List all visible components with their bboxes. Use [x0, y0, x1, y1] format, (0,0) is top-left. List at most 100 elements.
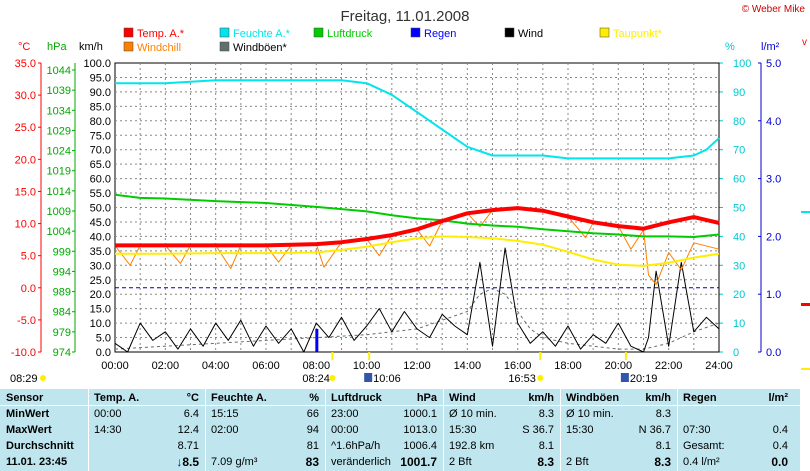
edge-indicator-temp: [801, 303, 810, 306]
chart-legend: Temp. A.* Feuchte A.* Luftdruck Regen Wind Ta…: [123, 27, 663, 54]
pressure-tick-label: 1024: [47, 146, 71, 158]
x-tick-label: 10:00: [353, 360, 381, 372]
temp-tick-label: 20.0: [15, 154, 36, 166]
stats-cell-wind-label: Ø 10 min.: [449, 408, 497, 420]
temp-tick-label: 5.0: [21, 251, 36, 263]
sun-icon: [329, 375, 336, 381]
stats-cell-pressure-value: 1013.0: [403, 424, 437, 436]
stats-cell-rain-value: 0.0: [771, 455, 788, 469]
wind-tick-label: 5.0: [96, 333, 111, 345]
series-line-windb-en: [114, 287, 720, 350]
stats-label-column: Sensor MinWert MaxWert Durchschnitt 11.0…: [0, 389, 88, 471]
moon-icon: [620, 373, 629, 382]
pressure-tick-label: 1014: [47, 186, 71, 198]
x-tick-label: 00:00: [101, 360, 129, 372]
stats-cell-pressure-value: 1001.7: [400, 455, 437, 469]
stats-cell-rain-label: 07:30: [683, 424, 711, 436]
stats-cell-humidity-value: 83: [305, 455, 319, 469]
stats-label-avg: Durchschnitt: [6, 440, 74, 452]
humidity-tick-label: 20: [733, 289, 745, 301]
rain-tick-label: 1.0: [766, 289, 781, 301]
humidity-tick-label: 80: [733, 116, 745, 128]
stats-cell-pressure-value: 1000.1: [403, 408, 437, 420]
chart-grid: [114, 62, 720, 353]
stats-header-wind: Wind: [449, 392, 476, 404]
humidity-tick-label: 10: [733, 318, 745, 330]
x-tick-label: 18:00: [554, 360, 582, 372]
legend-label: Regen: [424, 28, 456, 40]
copyright-label: © Weber Mike: [742, 4, 806, 15]
x-tick-label: 20:00: [605, 360, 633, 372]
legend-swatch: [219, 41, 230, 52]
stats-cell-temp-value: 8.71: [177, 440, 199, 452]
temp-tick-label: 35.0: [15, 58, 36, 70]
humidity-tick-label: 50: [733, 203, 745, 215]
x-tick-label: 16:00: [504, 360, 532, 372]
stats-label-min: MinWert: [6, 408, 50, 420]
stats-cell-rain-label: 0.4 l/m²: [683, 456, 720, 468]
temp-axis-unit: °C: [18, 41, 30, 53]
pressure-tick-label: 1029: [47, 125, 71, 137]
stats-label-max: MaxWert: [6, 424, 52, 436]
edge-indicator-humidity: [801, 211, 810, 213]
weather-chart: Freitag, 11.01.2008 © Weber Mike Temp. A…: [10, 4, 810, 385]
legend-swatch: [313, 27, 324, 38]
x-tick-label: 14:00: [454, 360, 482, 372]
sun-marker-label: 08:24: [302, 373, 330, 385]
wind-tick-label: 80.0: [90, 116, 111, 128]
stats-cell-wind-label: 15:30: [449, 424, 477, 436]
stats-cell-humidity-value: 81: [306, 440, 319, 452]
edge-indicator-text: v: [802, 37, 807, 48]
x-tick-label: 04:00: [202, 360, 230, 372]
wind-tick-label: 100.0: [83, 58, 111, 70]
wind-tick-label: 55.0: [90, 188, 111, 200]
stats-cell-humidity-label: 7.09 g/m³: [211, 456, 258, 468]
sun-markers: 08:29 08:24 10:06 16:53 20:19: [10, 352, 657, 385]
sun-marker-label: 08:29: [10, 373, 38, 385]
sun-icon: [537, 375, 544, 381]
stats-cell-humidity-value: 66: [306, 408, 319, 420]
series-line-temp-a: [115, 206, 720, 248]
x-tick-label: 22:00: [655, 360, 683, 372]
stats-header-gusts: Windböen: [566, 392, 620, 404]
stats-cell-gusts-label: Ø 10 min.: [566, 408, 614, 420]
wind-tick-label: 25.0: [90, 275, 111, 287]
wind-axis-unit: km/h: [79, 41, 103, 53]
trend-down-icon: ↓: [176, 455, 183, 469]
stats-cell-wind-value: S 36.7: [522, 424, 554, 436]
stats-header-humidity: Feuchte A.: [211, 392, 267, 404]
rain-tick-label: 3.0: [766, 174, 781, 186]
stats-label-sensor: Sensor: [6, 392, 44, 404]
stats-cell-rain-value: 0.4: [772, 424, 788, 436]
wind-tick-label: 60.0: [90, 174, 111, 186]
series-line-wind: [114, 247, 720, 353]
wind-tick-label: 40.0: [90, 231, 111, 243]
rain-tick-label: 5.0: [766, 58, 781, 70]
temp-tick-label: 30.0: [15, 90, 36, 102]
x-tick-label: 02:00: [152, 360, 180, 372]
statistics-table: Sensor MinWert MaxWert Durchschnitt 11.0…: [0, 389, 800, 471]
legend-swatch: [599, 27, 610, 38]
legend-label: Temp. A.*: [137, 28, 185, 40]
chart-title: Freitag, 11.01.2008: [341, 8, 470, 25]
wind-tick-label: 20.0: [90, 289, 111, 301]
stats-cell-rain-label: Gesamt:: [683, 440, 725, 452]
series-line-luftdruck: [114, 193, 720, 238]
temp-tick-label: -5.0: [17, 315, 36, 327]
stats-column-pressure: Luftdruck hPa 23:00 1000.1 00:00 1013.0 ^1.6hP…: [325, 389, 443, 471]
wind-tick-label: 85.0: [90, 101, 111, 113]
stats-cell-wind-value: 8.3: [538, 408, 554, 420]
wind-tick-label: 10.0: [90, 318, 111, 330]
legend-swatch: [504, 27, 515, 38]
stats-cell-pressure-value: 1006.4: [403, 440, 437, 452]
sun-marker-label: 10:06: [373, 373, 401, 385]
stats-cell-temp-value: 6.4: [183, 408, 199, 420]
stats-cell-humidity-label: 02:00: [211, 424, 239, 436]
humidity-tick-label: 40: [733, 231, 745, 243]
wind-tick-label: 70.0: [90, 145, 111, 157]
legend-label: Feuchte A.*: [233, 28, 291, 40]
pressure-tick-label: 989: [53, 287, 71, 299]
pressure-tick-label: 1004: [47, 226, 71, 238]
stats-cell-rain-value: 0.4: [772, 440, 788, 452]
wind-tick-label: 65.0: [90, 159, 111, 171]
